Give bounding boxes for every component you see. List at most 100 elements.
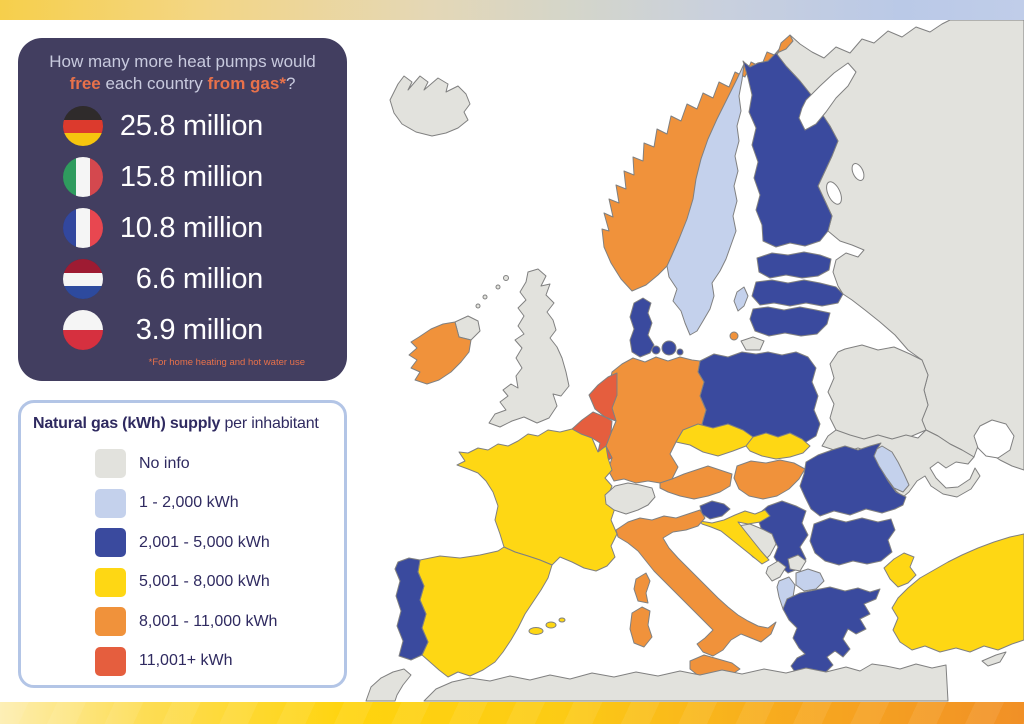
map-island-lolland	[676, 348, 684, 356]
legend-rows: No info 1 - 2,000 kWh 2,001 - 5,000 kWh …	[21, 444, 344, 681]
map-country-montenegro	[765, 560, 787, 582]
map-island-hebrides-2	[495, 284, 501, 290]
title-from-gas: from gas*	[207, 74, 286, 94]
legend-swatch-no-info	[95, 449, 126, 479]
flag-poland	[63, 310, 103, 351]
map-region-kaliningrad	[740, 336, 765, 351]
map-country-croatia	[699, 509, 771, 565]
legend-title-rest: per inhabitant	[220, 415, 319, 432]
map-country-uk	[488, 268, 570, 428]
map-island-mallorca	[528, 627, 544, 635]
legend-swatch-8001-11000	[95, 607, 126, 637]
legend-row-1-2000: 1 - 2,000 kWh	[21, 484, 344, 524]
country-row-italy: 15.8 million	[18, 152, 347, 203]
map-country-kosovo	[787, 554, 807, 572]
legend-row-2001-5000: 2,001 - 5,000 kWh	[21, 523, 344, 563]
map-island-fyn	[651, 345, 661, 355]
map-region-turkey-europe	[883, 552, 917, 588]
map-island-hebrides-1	[503, 275, 509, 281]
legend-label-no-info: No info	[139, 454, 190, 472]
country-row-poland: 3.9 million	[18, 305, 347, 356]
sea-of-azov	[973, 419, 1015, 459]
map-country-sweden	[666, 63, 745, 336]
footnote: *For home heating and hot water use	[148, 357, 305, 368]
value-italy: 15.8 million	[119, 160, 263, 193]
bottom-gradient-bar	[0, 702, 1024, 724]
map-region-morocco	[365, 668, 412, 702]
map-country-moldova	[873, 445, 910, 493]
legend-swatch-11001-plus	[95, 646, 126, 676]
legend-swatch-5001-8000	[95, 567, 126, 597]
map-island-bornholm	[729, 331, 739, 341]
flag-france	[63, 208, 103, 249]
map-island-sardinia	[629, 606, 653, 648]
heat-pump-panel: How many more heat pumps would free each…	[18, 38, 347, 381]
country-row-france: 10.8 million	[18, 203, 347, 254]
map-country-portugal	[394, 557, 429, 661]
map-country-latvia	[751, 279, 844, 307]
legend-row-11001-plus: 11,001+ kWh	[21, 642, 344, 682]
value-france: 10.8 million	[119, 211, 263, 244]
title-question-mark: ?	[285, 74, 296, 94]
map-country-turkey	[891, 533, 1024, 653]
map-country-spain	[417, 546, 553, 678]
country-row-netherlands: 6.6 million	[18, 254, 347, 305]
legend-label-1-2000: 1 - 2,000 kWh	[139, 494, 239, 512]
map-country-austria	[659, 465, 733, 500]
map-island-menorca	[545, 621, 557, 629]
map-country-romania	[799, 442, 907, 517]
title-mid: each country	[100, 74, 208, 94]
flag-germany	[63, 106, 103, 147]
legend-label-2001-5000: 2,001 - 5,000 kWh	[139, 533, 270, 551]
map-country-lithuania	[749, 306, 831, 337]
legend-swatch-2001-5000	[95, 528, 126, 558]
country-rows: 25.8 million 15.8 million 10.8 million 6…	[18, 101, 347, 356]
map-country-slovakia	[745, 432, 811, 460]
flag-italy	[63, 157, 103, 198]
map-island-ibiza	[558, 617, 566, 623]
map-country-denmark	[629, 297, 655, 358]
map-country-ireland	[408, 321, 472, 385]
map-country-iceland	[389, 75, 471, 137]
legend-label-11001-plus: 11,001+ kWh	[139, 652, 233, 670]
map-country-netherlands	[588, 372, 618, 422]
map-island-gotland	[733, 286, 749, 312]
map-country-hungary	[733, 459, 806, 500]
value-netherlands: 6.6 million	[135, 262, 264, 295]
lake-onega	[851, 163, 865, 181]
title-free: free	[69, 74, 101, 94]
map-region-north-africa	[423, 663, 949, 702]
top-gradient-bar	[0, 0, 1024, 20]
lake-ladoga	[826, 181, 842, 205]
map-country-bulgaria	[809, 517, 896, 566]
value-germany: 25.8 million	[119, 109, 263, 142]
map-island-hebrides-4	[475, 303, 481, 309]
map-country-switzerland	[604, 482, 656, 515]
map-country-greece	[782, 586, 881, 682]
map-island-corsica	[633, 572, 651, 604]
map-country-italy	[615, 509, 777, 657]
white-sea	[798, 62, 857, 131]
map-country-cyprus	[981, 651, 1007, 667]
legend-label-5001-8000: 5,001 - 8,000 kWh	[139, 573, 270, 591]
legend-title-bold: Natural gas (kWh) supply	[33, 415, 221, 432]
map-country-france	[456, 428, 618, 572]
map-country-north-macedonia	[795, 568, 825, 592]
flag-netherlands	[63, 259, 103, 300]
legend-row-8001-11000: 8,001 - 11,000 kWh	[21, 602, 344, 642]
legend-label-8001-11000: 8,001 - 11,000 kWh	[139, 612, 278, 630]
map-island-zealand	[661, 340, 677, 356]
map-country-belarus	[827, 344, 929, 441]
title-line1: How many more heat pumps would	[49, 52, 316, 71]
map-country-estonia	[756, 251, 832, 279]
map-country-germany	[605, 356, 709, 484]
legend-row-no-info: No info	[21, 444, 344, 484]
country-row-germany: 25.8 million	[18, 101, 347, 152]
panel-question-title: How many more heat pumps would free each…	[18, 38, 347, 96]
value-poland: 3.9 million	[135, 313, 264, 346]
map-island-hebrides-3	[482, 294, 488, 300]
legend-panel: Natural gas (kWh) supply per inhabitant …	[18, 400, 347, 688]
legend-swatch-1-2000	[95, 488, 126, 518]
legend-row-5001-8000: 5,001 - 8,000 kWh	[21, 563, 344, 603]
